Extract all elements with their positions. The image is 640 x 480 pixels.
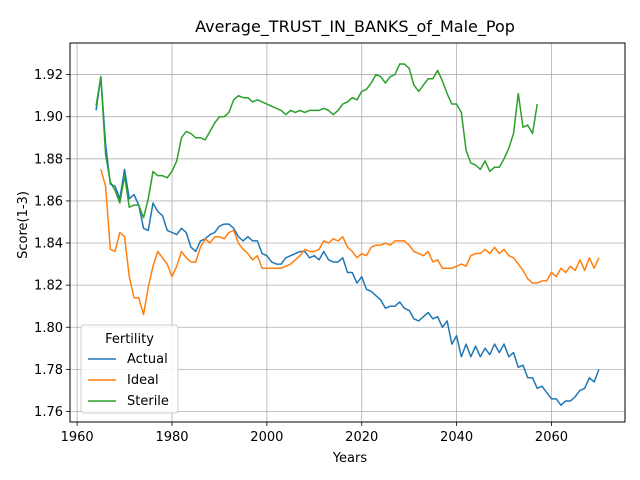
chart-title: Average_TRUST_IN_BANKS_of_Male_Pop (195, 17, 515, 37)
y-tick-label: 1.90 (34, 110, 63, 125)
x-axis: 1960 1980 2000 2020 2040 2060 (61, 422, 568, 445)
x-tick-label: 2020 (345, 430, 378, 445)
plot-frame (69, 42, 626, 423)
series-line-actual (95, 75, 600, 406)
y-axis-label: Score(1-3) (16, 191, 31, 259)
y-tick-label: 1.82 (34, 279, 63, 294)
legend-entry-actual: Actual (127, 352, 168, 367)
y-tick-label: 1.76 (34, 405, 63, 420)
y-tick-label: 1.86 (34, 194, 63, 209)
legend-entry-ideal: Ideal (127, 373, 159, 388)
y-tick-label: 1.80 (34, 321, 63, 336)
x-tick-label: 2060 (535, 430, 568, 445)
y-tick-label: 1.88 (34, 152, 63, 167)
x-tick-label: 1980 (155, 430, 188, 445)
y-tick-label: 1.78 (34, 363, 63, 378)
x-tick-label: 2000 (250, 430, 283, 445)
y-axis: 1.76 1.78 1.80 1.82 1.84 1.86 1.88 1.90 1.92 (34, 68, 70, 420)
legend: Fertility Actual Ideal Sterile (80, 324, 179, 414)
y-tick-label: 1.84 (34, 237, 63, 252)
x-tick-label: 2040 (440, 430, 473, 445)
x-axis-label: Years (332, 451, 368, 466)
series-line-ideal (100, 169, 600, 316)
series-lines (95, 63, 600, 406)
y-tick-label: 1.92 (34, 68, 63, 83)
legend-box (80, 324, 179, 414)
series-line-sterile (95, 63, 538, 219)
legend-entry-sterile: Sterile (127, 394, 169, 409)
x-tick-label: 1960 (61, 430, 94, 445)
legend-title: Fertility (105, 332, 154, 347)
